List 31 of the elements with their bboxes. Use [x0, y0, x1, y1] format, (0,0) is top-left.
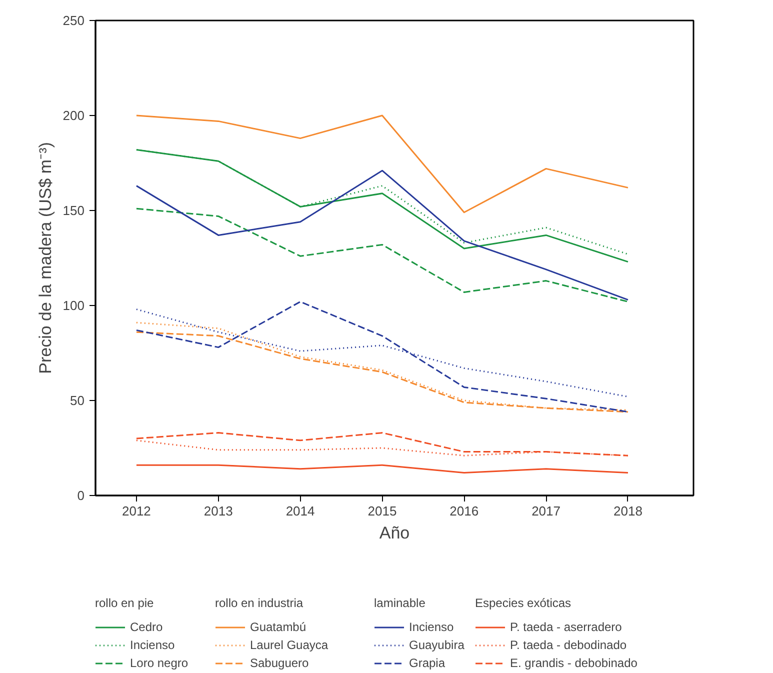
legend-label: Grapia [409, 656, 446, 670]
text: laminable [374, 596, 426, 610]
legend-label: Incienso [409, 620, 454, 634]
y-tick-label: 250 [62, 13, 85, 28]
x-tick-label: 2014 [286, 504, 315, 518]
legend-label: Sabuguero [250, 656, 309, 670]
legend-label: E. grandis - debobinado [510, 656, 638, 670]
x-tick-label: 2012 [122, 504, 151, 518]
legend-label: Loro negro [130, 656, 188, 670]
x-tick-label: 2017 [532, 504, 561, 518]
y-tick-label: 50 [70, 393, 85, 408]
y-tick-label: 100 [62, 298, 85, 313]
y-tick-label: 200 [62, 108, 85, 123]
legend-label: P. taeda - debodinado [510, 638, 627, 652]
x-tick-label: 2018 [614, 504, 642, 518]
x-axis-title: Año [379, 524, 410, 542]
legend-label: Incienso [130, 638, 175, 652]
legend-label: Cedro [130, 620, 163, 634]
y-axis-title: Precio de la madera (US$ m⁻³) [36, 142, 55, 374]
legend-label: Guatambú [250, 620, 306, 634]
x-tick-label: 2013 [204, 504, 233, 518]
text: rollo en pie [95, 596, 155, 610]
x-tick-label: 2016 [450, 504, 479, 518]
text: rollo en industria [215, 596, 304, 610]
y-tick-label: 150 [62, 203, 85, 218]
legend-label: P. taeda - aserradero [510, 620, 622, 634]
text: Especies exóticas [475, 596, 572, 610]
x-tick-label: 2015 [368, 504, 397, 518]
legend-label: Laurel Guayca [250, 638, 328, 652]
legend-label: Guayubira [409, 638, 464, 652]
y-tick-label: 0 [77, 488, 85, 503]
